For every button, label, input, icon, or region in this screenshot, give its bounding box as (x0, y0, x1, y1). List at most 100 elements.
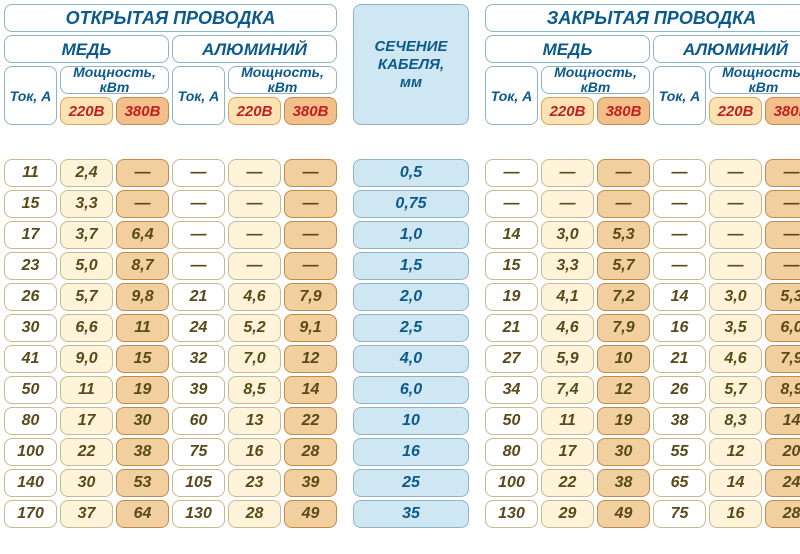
section-r2: 1,0 (353, 221, 469, 249)
open-cu-r11-c0: 170 (4, 500, 57, 528)
closed-al-380: 380В (765, 97, 800, 125)
closed-al-r1-c2: — (765, 190, 800, 218)
open-al-power: Мощность,кВт (228, 66, 337, 94)
open-cu-r3-c2: 8,7 (116, 252, 169, 280)
closed-cu-r1-c2: — (597, 190, 650, 218)
closed-cu-r8-c1: 11 (541, 407, 594, 435)
section-r5: 2,5 (353, 314, 469, 342)
closed-al-r9-c0: 55 (653, 438, 706, 466)
closed-al-r3-c2: — (765, 252, 800, 280)
section-r8: 10 (353, 407, 469, 435)
open-cu-r7-c2: 19 (116, 376, 169, 404)
closed-al-r0-c2: — (765, 159, 800, 187)
section-l3: мм (400, 74, 422, 92)
closed-cu-r6-c1: 5,9 (541, 345, 594, 373)
closed-al-r2-c1: — (709, 221, 762, 249)
section-r9: 16 (353, 438, 469, 466)
closed-cu-r5-c0: 21 (485, 314, 538, 342)
open-cu-r10-c1: 30 (60, 469, 113, 497)
open-al-r3-c2: — (284, 252, 337, 280)
closed-cu-r7-c1: 7,4 (541, 376, 594, 404)
header-aluminum-open: АЛЮМИНИЙ (172, 35, 337, 63)
open-al-r11-c2: 49 (284, 500, 337, 528)
closed-cu-r5-c2: 7,9 (597, 314, 650, 342)
open-al-r7-c0: 39 (172, 376, 225, 404)
open-al-r8-c2: 22 (284, 407, 337, 435)
open-al-380: 380В (284, 97, 337, 125)
open-al-r4-c1: 4,6 (228, 283, 281, 311)
open-cu-r8-c0: 80 (4, 407, 57, 435)
closed-cu-r8-c0: 50 (485, 407, 538, 435)
closed-cu-r9-c1: 17 (541, 438, 594, 466)
open-al-r6-c1: 7,0 (228, 345, 281, 373)
closed-cu-current: Ток, А (485, 66, 538, 125)
open-cu-r5-c2: 11 (116, 314, 169, 342)
open-al-r7-c1: 8,5 (228, 376, 281, 404)
closed-cu-r0-c2: — (597, 159, 650, 187)
open-cu-current: Ток, А (4, 66, 57, 125)
closed-cu-r9-c2: 30 (597, 438, 650, 466)
header-copper-open: МЕДЬ (4, 35, 169, 63)
closed-cu-r10-c1: 22 (541, 469, 594, 497)
closed-al-r4-c1: 3,0 (709, 283, 762, 311)
open-cu-r8-c1: 17 (60, 407, 113, 435)
wire-gauge-table: ОТКРЫТАЯ ПРОВОДКАСЕЧЕНИЕКАБЕЛЯ,ммЗАКРЫТА… (4, 4, 796, 528)
open-al-r5-c1: 5,2 (228, 314, 281, 342)
open-al-r4-c2: 7,9 (284, 283, 337, 311)
closed-al-r8-c0: 38 (653, 407, 706, 435)
open-al-r3-c1: — (228, 252, 281, 280)
closed-cu-r9-c0: 80 (485, 438, 538, 466)
open-cu-r6-c2: 15 (116, 345, 169, 373)
section-r10: 25 (353, 469, 469, 497)
open-al-r0-c1: — (228, 159, 281, 187)
open-cu-r10-c2: 53 (116, 469, 169, 497)
closed-cu-r10-c2: 38 (597, 469, 650, 497)
closed-al-r10-c0: 65 (653, 469, 706, 497)
closed-al-r1-c0: — (653, 190, 706, 218)
closed-cu-r11-c2: 49 (597, 500, 650, 528)
closed-cu-r4-c2: 7,2 (597, 283, 650, 311)
open-cu-r1-c1: 3,3 (60, 190, 113, 218)
closed-al-r6-c0: 21 (653, 345, 706, 373)
closed-al-current: Ток, А (653, 66, 706, 125)
open-al-r8-c1: 13 (228, 407, 281, 435)
open-al-r0-c2: — (284, 159, 337, 187)
open-cu-r4-c0: 26 (4, 283, 57, 311)
closed-cu-r4-c0: 19 (485, 283, 538, 311)
section-l2: КАБЕЛЯ, (378, 56, 444, 74)
closed-al-r5-c0: 16 (653, 314, 706, 342)
closed-cu-r6-c2: 10 (597, 345, 650, 373)
open-cu-380: 380В (116, 97, 169, 125)
closed-cu-220: 220В (541, 97, 594, 125)
closed-cu-r3-c0: 15 (485, 252, 538, 280)
open-al-r3-c0: — (172, 252, 225, 280)
open-cu-r7-c0: 50 (4, 376, 57, 404)
closed-al-r6-c2: 7,9 (765, 345, 800, 373)
open-al-r9-c1: 16 (228, 438, 281, 466)
open-al-220: 220В (228, 97, 281, 125)
open-al-r8-c0: 60 (172, 407, 225, 435)
open-al-r9-c2: 28 (284, 438, 337, 466)
closed-cu-r3-c2: 5,7 (597, 252, 650, 280)
closed-al-r7-c1: 5,7 (709, 376, 762, 404)
closed-al-r7-c2: 8,9 (765, 376, 800, 404)
closed-al-r3-c1: — (709, 252, 762, 280)
open-cu-r10-c0: 140 (4, 469, 57, 497)
closed-al-r7-c0: 26 (653, 376, 706, 404)
open-al-r10-c2: 39 (284, 469, 337, 497)
closed-cu-r2-c2: 5,3 (597, 221, 650, 249)
closed-al-r5-c1: 3,5 (709, 314, 762, 342)
open-al-r7-c2: 14 (284, 376, 337, 404)
header-aluminum-closed: АЛЮМИНИЙ (653, 35, 800, 63)
open-al-r0-c0: — (172, 159, 225, 187)
open-cu-r4-c1: 5,7 (60, 283, 113, 311)
closed-cu-r8-c2: 19 (597, 407, 650, 435)
open-al-r2-c0: — (172, 221, 225, 249)
open-cu-r7-c1: 11 (60, 376, 113, 404)
closed-al-r0-c0: — (653, 159, 706, 187)
open-al-r1-c2: — (284, 190, 337, 218)
open-cu-r1-c2: — (116, 190, 169, 218)
open-cu-r2-c0: 17 (4, 221, 57, 249)
section-r3: 1,5 (353, 252, 469, 280)
section-r0: 0,5 (353, 159, 469, 187)
